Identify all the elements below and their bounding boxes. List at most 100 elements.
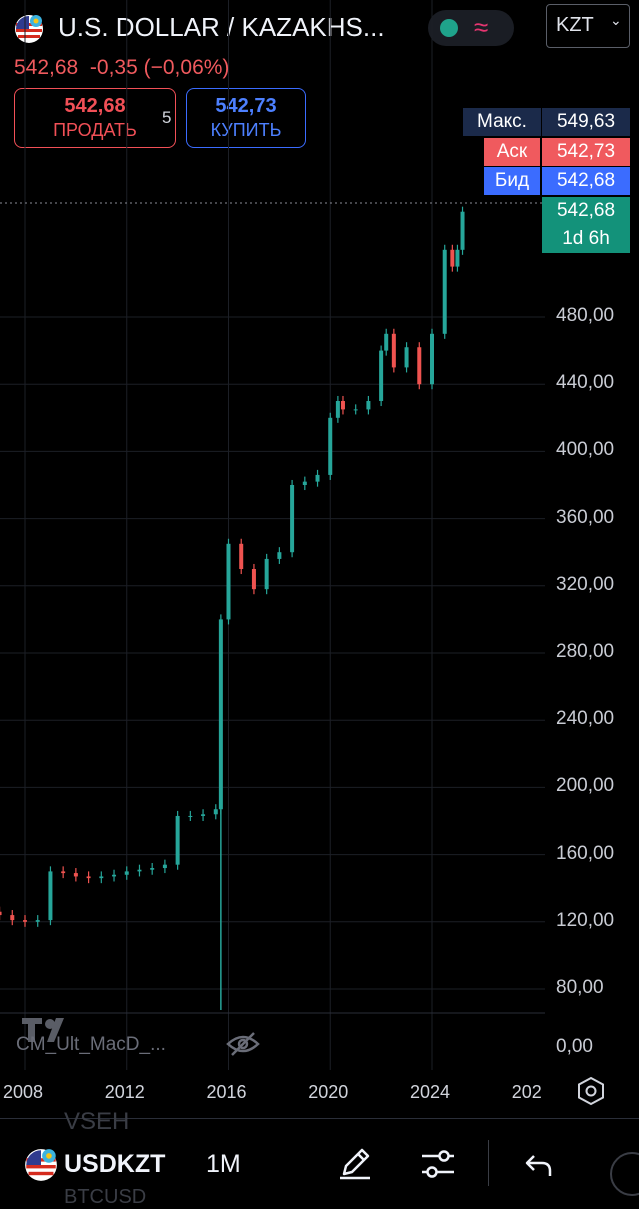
candle-body — [340, 401, 345, 410]
price-axis-label: 480,00 — [556, 305, 615, 326]
eye-off-icon[interactable] — [226, 1030, 260, 1058]
undo-icon[interactable] — [522, 1148, 556, 1182]
price-axis-label: 360,00 — [556, 506, 615, 528]
candle-body — [124, 871, 129, 875]
candle-body — [404, 347, 409, 368]
candle-body — [251, 569, 256, 590]
bid-tag-label: Бид — [484, 167, 540, 195]
tradingview-logo-icon — [22, 1018, 64, 1042]
candle-body — [0, 911, 2, 916]
candle-body — [35, 920, 40, 922]
price-axis-label: 280,00 — [556, 641, 615, 662]
last-price: 542,68 — [14, 56, 79, 79]
sell-button[interactable]: 542,68 ПРОДАТЬ — [14, 88, 176, 148]
candle-body — [302, 481, 307, 485]
ask-tag-value: 542,73 — [542, 138, 630, 166]
price-axis-label: 120,00 — [556, 909, 615, 931]
price-axis-label: 200,00 — [556, 775, 615, 797]
price-axis-label: 160,00 — [556, 842, 615, 864]
candle-body — [391, 333, 396, 368]
time-axis-label: 2020 — [308, 1082, 349, 1102]
candle-body — [450, 249, 455, 267]
toolbar-separator — [0, 1118, 639, 1119]
candle-body — [162, 864, 167, 869]
price-axis-label: 320,00 — [556, 573, 615, 595]
candle-body — [353, 409, 358, 411]
buy-price: 542,73 — [215, 95, 277, 117]
currency-select[interactable] — [546, 4, 630, 48]
sliders-icon[interactable] — [418, 1146, 458, 1182]
candle-body — [460, 211, 465, 250]
time-axis-label: 2012 — [104, 1082, 145, 1102]
us-kz-flag-icon — [15, 15, 43, 43]
candle-body — [239, 543, 244, 569]
candles — [0, 206, 465, 1010]
price-chart[interactable] — [0, 0, 639, 1120]
time-axis-label: 202 — [511, 1082, 542, 1102]
candle-body — [384, 333, 389, 351]
candle-body — [112, 874, 117, 877]
candle-body — [201, 814, 206, 816]
us-kz-flag-icon — [25, 1149, 57, 1181]
candle-body — [277, 552, 282, 559]
candle-body — [442, 249, 447, 334]
candle-body — [137, 869, 142, 872]
market-status-dot-icon — [440, 19, 458, 37]
candle-body — [23, 920, 27, 922]
price-axis-label: 80,00 — [556, 977, 604, 998]
candle-body — [366, 401, 371, 410]
spread-value: 5 — [162, 108, 172, 127]
time-axis-label: 2008 — [3, 1082, 44, 1102]
candle-body — [315, 474, 320, 482]
symbol-search-button[interactable]: USDKZT — [64, 1150, 166, 1178]
candle-body — [264, 558, 269, 590]
price-axis-label: 440,00 — [556, 372, 615, 394]
candle-body — [175, 815, 180, 865]
price-change: -0,35 — [89, 56, 138, 79]
price-change-line: 542,68 -0,35 (−0,06%) — [14, 56, 229, 80]
candle-body — [328, 417, 333, 475]
pencil-icon[interactable] — [336, 1144, 374, 1182]
candle-body — [226, 543, 231, 620]
watchlist-ghost-symbol: VSEH — [64, 1108, 130, 1135]
price-change-pct: (−0,06%) — [143, 56, 230, 79]
max-tag-value: 549,63 — [542, 108, 630, 136]
bar-countdown: 1d 6h — [562, 228, 610, 249]
bid-tag-value: 542,68 — [542, 167, 630, 195]
ask-tag-label: Аск — [484, 138, 540, 166]
candle-body — [335, 401, 340, 418]
indicator-axis-label: 0,00 — [556, 1036, 593, 1057]
candle-body — [188, 815, 193, 817]
redo-button[interactable] — [610, 1152, 639, 1196]
wave-icon: ≈ — [474, 12, 489, 42]
candle-body — [10, 915, 15, 921]
candle-body — [99, 876, 104, 879]
candle-body — [379, 350, 384, 401]
price-axis-label: 400,00 — [556, 439, 615, 461]
candle-body — [86, 876, 91, 879]
toolbar-divider — [488, 1140, 489, 1186]
last-price-tag: 542,68 1d 6h — [542, 197, 630, 253]
sell-label: ПРОДАТЬ — [53, 120, 137, 140]
time-axis-label: 2016 — [206, 1082, 247, 1102]
chart-settings-icon[interactable] — [576, 1076, 606, 1106]
candle-body — [61, 871, 66, 874]
candle-body — [213, 809, 218, 815]
candle-body — [430, 333, 434, 385]
watchlist-ghost-symbol: BTCUSD — [64, 1186, 147, 1208]
sell-price: 542,68 — [64, 95, 126, 117]
candle-body — [417, 347, 422, 385]
max-tag-label: Макс. — [463, 108, 541, 136]
interval-button[interactable]: 1M — [206, 1150, 241, 1178]
chevron-down-icon: ⌄ — [610, 12, 622, 28]
currency-label: KZT — [556, 14, 594, 36]
candle-body — [150, 868, 155, 870]
last-price-tag-value: 542,68 — [556, 200, 616, 221]
candle-body — [290, 485, 295, 553]
price-axis-label: 240,00 — [556, 708, 615, 730]
candle-body — [218, 619, 223, 810]
indicator-label[interactable]: CM_Ult_MacD_... — [16, 1034, 166, 1055]
candle-body — [48, 871, 53, 921]
time-axis-label: 2024 — [410, 1082, 451, 1102]
candle-body — [73, 873, 78, 877]
